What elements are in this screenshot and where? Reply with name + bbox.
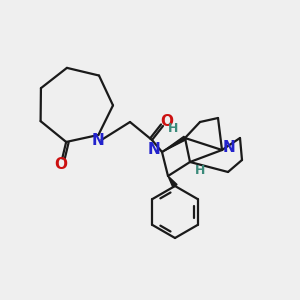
Text: O: O	[160, 114, 173, 129]
Text: H: H	[168, 122, 178, 136]
Text: N: N	[148, 142, 160, 158]
Polygon shape	[162, 136, 186, 152]
Text: O: O	[54, 157, 67, 172]
Text: N: N	[223, 140, 236, 155]
Text: H: H	[195, 164, 205, 178]
Polygon shape	[168, 176, 177, 188]
Text: N: N	[92, 134, 105, 148]
